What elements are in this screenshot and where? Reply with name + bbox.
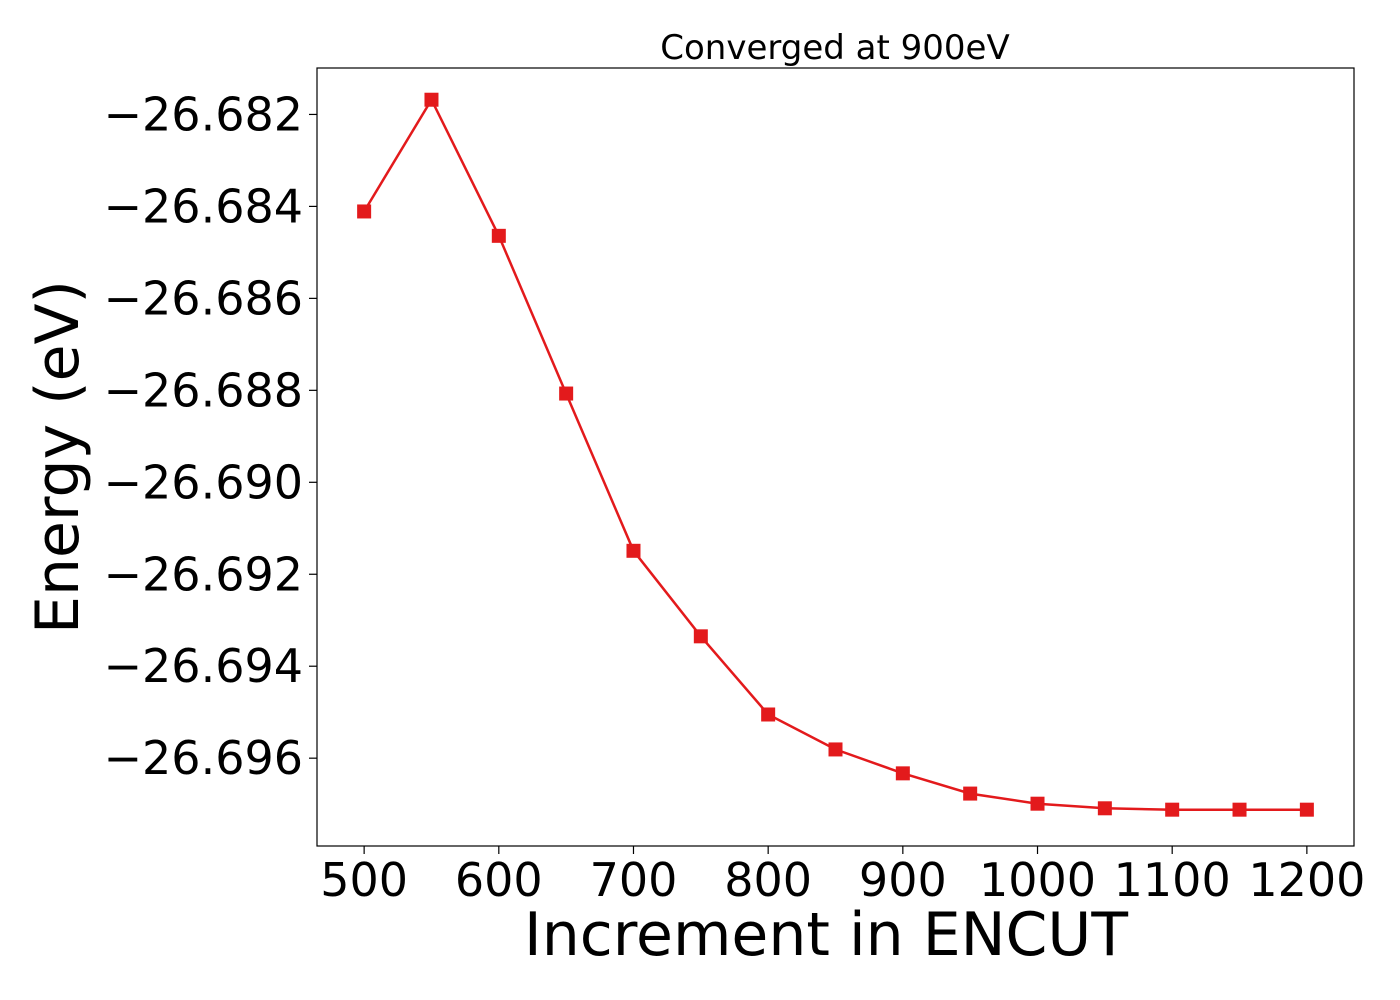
x-tick-label: 700 [590, 853, 678, 907]
x-axis: 500 600 700 800 900 1000 1100 1200 [320, 846, 1365, 907]
y-tick-label: −26.692 [104, 547, 304, 601]
x-tick-label: 1200 [1248, 853, 1365, 907]
data-point-marker [1030, 796, 1045, 811]
data-point-marker [1232, 802, 1247, 817]
data-point-marker [895, 766, 910, 781]
data-point-marker [424, 92, 439, 107]
data-point-marker [357, 204, 372, 219]
y-axis: −26.682 −26.684 −26.686 −26.688 −26.690 −26.6… [104, 87, 317, 785]
series-layer [357, 92, 1314, 817]
x-tick-label: 900 [859, 853, 947, 907]
y-tick-label: −26.688 [104, 363, 304, 417]
data-point-marker [1165, 802, 1180, 817]
data-point-marker [559, 386, 574, 401]
data-point-marker [693, 629, 708, 644]
x-tick-label: 800 [724, 853, 812, 907]
y-tick-label: −26.686 [104, 271, 304, 325]
x-axis-label: Increment in ENCUT [524, 900, 1128, 970]
data-point-marker [828, 742, 843, 757]
data-point-marker [761, 707, 776, 722]
y-tick-label: −26.696 [104, 731, 304, 785]
chart-title: Converged at 900eV [660, 28, 1009, 68]
data-point-marker [963, 786, 978, 801]
data-point-marker [626, 543, 641, 558]
y-tick-label: −26.690 [104, 455, 304, 509]
data-point-marker [1097, 801, 1112, 816]
data-point-marker [491, 228, 506, 243]
x-tick-label: 600 [455, 853, 543, 907]
data-point-marker [1299, 802, 1314, 817]
y-tick-label: −26.684 [104, 179, 304, 233]
plot-area [316, 67, 1355, 847]
y-tick-label: −26.694 [104, 639, 304, 693]
y-axis-label: Energy (eV) [23, 280, 93, 634]
x-tick-label: 1100 [1114, 853, 1231, 907]
x-tick-label: 500 [320, 853, 408, 907]
y-tick-label: −26.682 [104, 87, 304, 141]
x-tick-label: 1000 [979, 853, 1096, 907]
